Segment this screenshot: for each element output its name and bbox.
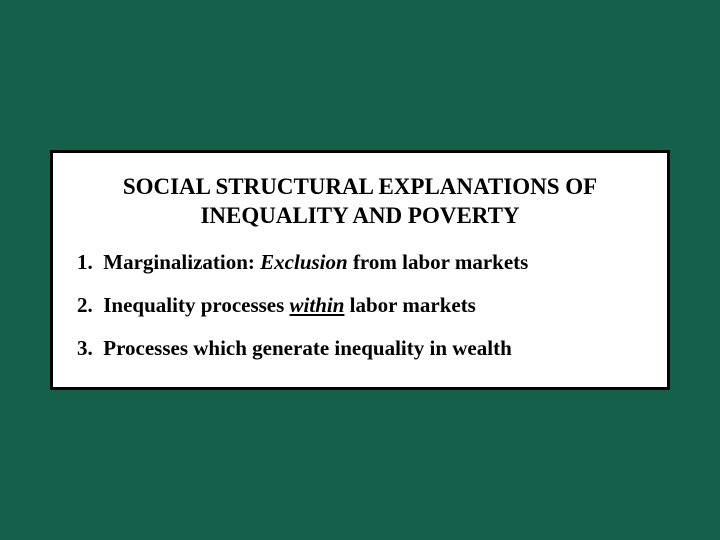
title-line-2: INEQUALITY AND POVERTY — [200, 203, 519, 228]
item-number: 3. — [77, 336, 93, 360]
list-item: 2. Inequality processes within labor mar… — [77, 292, 643, 319]
title-line-1: SOCIAL STRUCTURAL EXPLANATIONS OF — [123, 174, 597, 199]
slide-title: SOCIAL STRUCTURAL EXPLANATIONS OF INEQUA… — [77, 173, 643, 231]
item-prefix: Marginalization: — [103, 250, 260, 274]
item-suffix: from labor markets — [348, 250, 529, 274]
item-number: 2. — [77, 293, 93, 317]
content-box: SOCIAL STRUCTURAL EXPLANATIONS OF INEQUA… — [50, 150, 670, 389]
item-suffix: labor markets — [344, 293, 475, 317]
list-item: 1. Marginalization: Exclusion from labor… — [77, 249, 643, 276]
item-prefix: Processes which generate inequality in w… — [103, 336, 512, 360]
item-number: 1. — [77, 250, 93, 274]
item-emphasis: within — [290, 293, 345, 317]
list-item: 3. Processes which generate inequality i… — [77, 335, 643, 362]
explanation-list: 1. Marginalization: Exclusion from labor… — [77, 249, 643, 363]
item-prefix: Inequality processes — [103, 293, 289, 317]
item-emphasis: Exclusion — [260, 250, 348, 274]
